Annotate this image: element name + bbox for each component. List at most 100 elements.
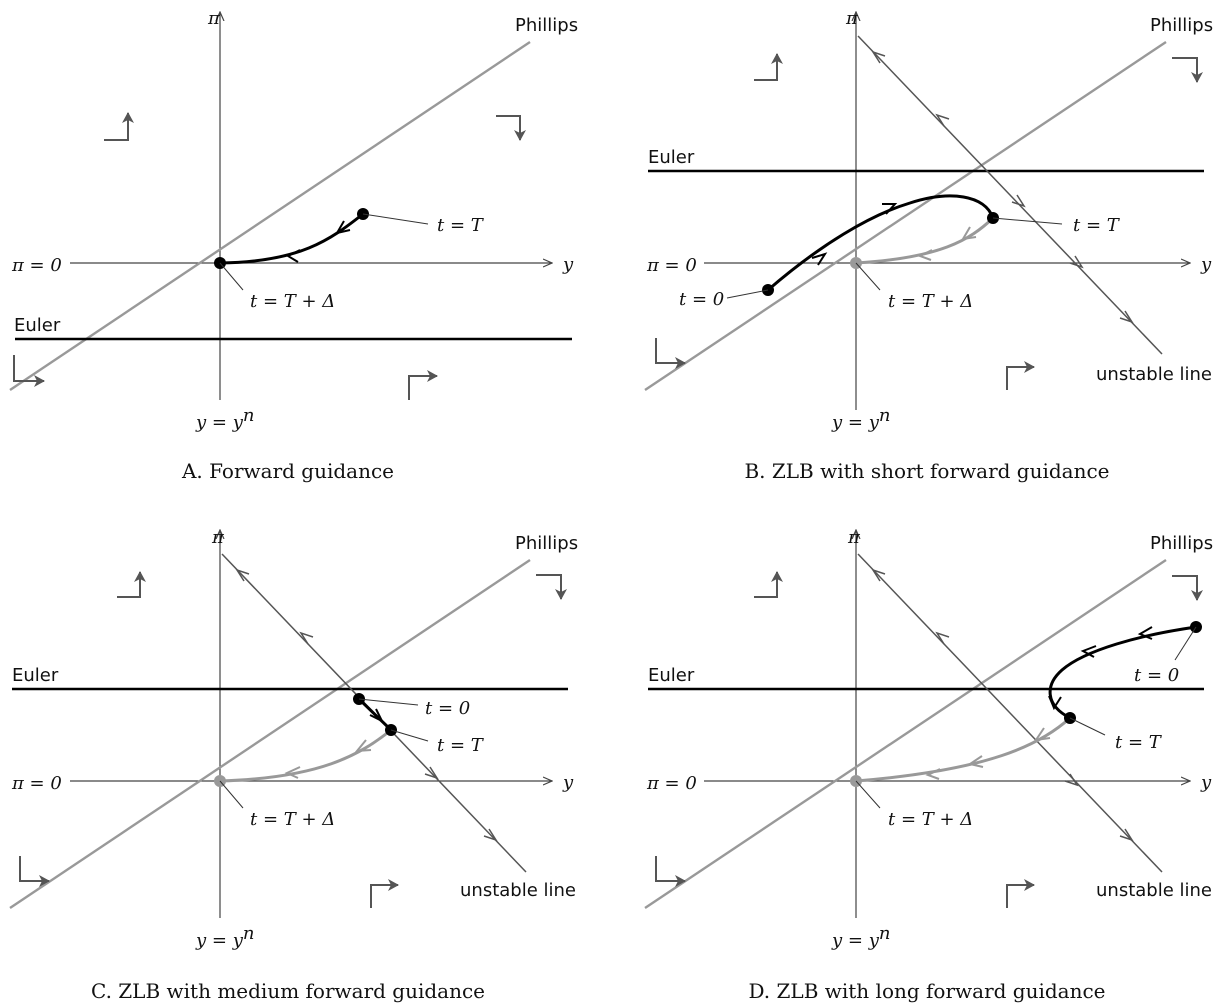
pi-zero-label: π = 0 xyxy=(646,773,697,794)
arrowhead-icon xyxy=(1048,695,1062,711)
direction-arrow-icon xyxy=(754,53,783,81)
phillips-curve xyxy=(644,41,1167,391)
panel-d: π y Phillips Euler π = 0 t = 0 t = T t =… xyxy=(644,527,1213,1003)
direction-arrow-icon xyxy=(536,574,567,600)
pi-axis-label: π xyxy=(211,527,225,548)
t-T-delta-label: t = T + Δ xyxy=(250,291,335,312)
panel-c: π y Phillips Euler π = 0 t = 0 t = T t =… xyxy=(9,527,578,1003)
phillips-label: Phillips xyxy=(1150,15,1213,36)
unstable-line-label: unstable line xyxy=(1096,880,1212,901)
phillips-curve xyxy=(9,41,531,391)
trajectory-path xyxy=(357,697,393,732)
direction-arrow-icon xyxy=(1006,879,1035,908)
t-T-delta-label: t = T + Δ xyxy=(888,291,973,312)
arrowhead-icon xyxy=(1069,255,1084,269)
pi-axis-label: π xyxy=(207,8,221,29)
arrowhead-icon xyxy=(935,631,950,645)
pi-zero-label: π = 0 xyxy=(11,255,62,276)
panel-caption: D. ZLB with long forward guidance xyxy=(748,979,1105,1003)
direction-arrow-icon xyxy=(370,879,399,908)
direction-arrow-icon xyxy=(1172,575,1203,601)
trajectory-path-grey xyxy=(855,216,995,265)
leader-line xyxy=(855,780,881,809)
arrowhead-icon xyxy=(299,631,314,645)
panel-caption: C. ZLB with medium forward guidance xyxy=(91,979,485,1003)
arrowhead-icon xyxy=(1064,773,1079,787)
arrowhead-icon xyxy=(811,252,828,266)
y-natural-label: y = yn xyxy=(195,405,254,433)
leader-line xyxy=(1174,626,1197,661)
y-natural-label: y = yn xyxy=(195,923,254,951)
arrowhead-icon xyxy=(967,755,984,768)
arrowhead-icon xyxy=(1011,194,1026,208)
arrowhead-icon xyxy=(925,768,941,780)
direction-arrow-icon xyxy=(754,571,783,598)
y-natural-label: y = yn xyxy=(831,405,890,433)
phillips-curve xyxy=(644,559,1167,909)
unstable-line-label: unstable line xyxy=(1096,364,1212,385)
arrowhead-icon xyxy=(935,113,950,127)
euler-label: Euler xyxy=(14,315,61,336)
arrowhead-icon xyxy=(961,226,977,241)
pi-axis-label: π xyxy=(845,8,859,29)
direction-arrow-icon xyxy=(1172,57,1203,83)
panel-a: π y Phillips Euler π = 0 y = yn t = T t … xyxy=(9,8,578,483)
arrowhead-icon xyxy=(284,766,301,779)
leader-line xyxy=(726,289,769,299)
arrowhead-icon xyxy=(285,249,301,263)
euler-label: Euler xyxy=(648,147,695,168)
unstable-line xyxy=(857,553,1163,873)
leader-line xyxy=(219,262,244,291)
panel-caption: B. ZLB with short forward guidance xyxy=(744,459,1109,483)
leader-line xyxy=(219,780,244,809)
arrowhead-icon xyxy=(917,249,933,261)
arrowhead-icon xyxy=(354,739,372,753)
direction-arrow-icon xyxy=(496,115,526,141)
leader-line xyxy=(1069,717,1106,736)
unstable-line xyxy=(857,35,1163,355)
t-T-delta-label: t = T + Δ xyxy=(888,809,973,830)
trajectory-path-grey xyxy=(855,716,1072,783)
panel-caption: A. Forward guidance xyxy=(181,459,394,483)
euler-label: Euler xyxy=(648,665,695,686)
panel-b: π y Phillips Euler π = 0 t = 0 y = yn t … xyxy=(644,8,1213,483)
euler-label: Euler xyxy=(12,665,59,686)
leader-line xyxy=(992,217,1063,225)
trajectory-path-grey xyxy=(219,728,392,783)
y-natural-label: y = yn xyxy=(831,923,890,951)
phillips-curve xyxy=(9,559,531,909)
leader-line xyxy=(362,213,429,225)
t-0-label: t = 0 xyxy=(679,289,724,310)
direction-arrow-icon xyxy=(655,338,686,369)
pi-axis-label: π xyxy=(847,527,861,548)
arrowhead-icon xyxy=(871,568,886,582)
arrowhead-icon xyxy=(334,220,351,235)
t-T-label: t = T xyxy=(437,735,485,756)
y-axis-label: y xyxy=(1200,772,1212,793)
direction-arrow-icon xyxy=(104,112,134,141)
t-T-label: t = T xyxy=(437,215,485,236)
t-T-label: t = T xyxy=(1115,732,1163,753)
phillips-label: Phillips xyxy=(515,533,578,554)
direction-arrow-icon xyxy=(655,856,686,887)
arrowhead-icon xyxy=(483,828,498,842)
arrowhead-icon xyxy=(871,50,886,64)
direction-arrow-icon xyxy=(19,856,50,887)
t-0-label: t = 0 xyxy=(425,698,470,719)
pi-zero-label: π = 0 xyxy=(646,255,697,276)
direction-arrow-icon xyxy=(408,370,438,400)
arrowhead-icon xyxy=(235,568,250,582)
arrowhead-icon xyxy=(369,708,385,724)
leader-line xyxy=(855,262,881,291)
arrowhead-icon xyxy=(882,203,898,215)
arrowhead-icon xyxy=(1080,645,1097,658)
t-0-label: t = 0 xyxy=(1134,665,1179,686)
trajectory-path xyxy=(767,194,995,292)
phillips-label: Phillips xyxy=(515,15,578,36)
trajectory-path xyxy=(1048,625,1197,720)
unstable-line-label: unstable line xyxy=(460,880,576,901)
arrowhead-icon xyxy=(1119,828,1134,842)
leader-line xyxy=(390,729,429,742)
y-axis-label: y xyxy=(1200,254,1212,275)
